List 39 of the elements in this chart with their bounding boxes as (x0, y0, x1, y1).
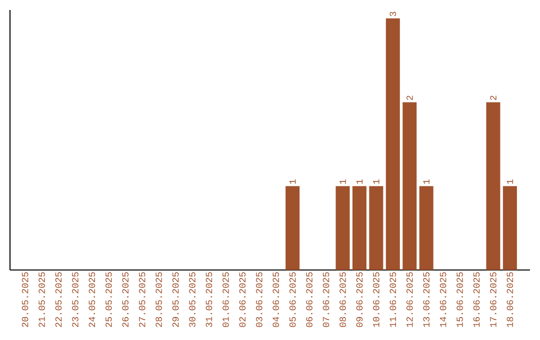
data-label: 2 (406, 96, 413, 100)
data-label: 3 (390, 12, 396, 16)
data-label: 1 (373, 179, 380, 184)
x-tick-label: 27.05.2025 (138, 272, 146, 327)
x-tick-label: 29.05.2025 (172, 272, 179, 327)
x-tick-label: 03.06.2025 (256, 272, 262, 328)
x-tick-label: 23.05.2025 (72, 272, 78, 327)
x-tick-label: 12.06.2025 (406, 272, 413, 327)
x-tick-label: 05.06.2025 (289, 272, 296, 328)
data-label: 1 (506, 179, 514, 184)
x-tick-label: 24.05.2025 (88, 272, 96, 327)
data-label: 2 (490, 96, 496, 100)
x-tick-label: 09.06.2025 (356, 272, 363, 328)
x-tick-label: 16.06.2025 (473, 272, 480, 327)
data-label: 1 (423, 179, 430, 184)
x-tick-label: 07.06.2025 (322, 272, 330, 328)
x-tick-label: 20.05.2025 (22, 272, 28, 327)
x-tick-label: 01.06.2025 (222, 272, 229, 328)
x-tick-label: 02.06.2025 (239, 272, 246, 328)
x-tick-label: 11.06.2025 (390, 272, 396, 327)
x-tick-label: 10.06.2025 (373, 272, 380, 327)
x-tick-label: 25.05.2025 (105, 272, 112, 327)
x-tick-label: 14.06.2025 (440, 272, 446, 327)
x-tick-label: 06.06.2025 (306, 272, 312, 328)
data-label: 1 (340, 179, 346, 184)
x-tick-label: 15.06.2025 (456, 272, 463, 327)
x-tick-label: 30.05.2025 (189, 272, 196, 328)
data-label: 1 (290, 179, 296, 184)
x-tick-label: 26.05.2025 (122, 272, 129, 327)
x-tick-label: 28.05.2025 (156, 272, 162, 327)
x-tick-label: 21.05.2025 (38, 272, 45, 327)
x-tick-label: 08.06.2025 (340, 272, 346, 328)
x-tick-label: 31.05.2025 (206, 272, 212, 328)
x-tick-label: 17.06.2025 (490, 272, 496, 327)
x-tick-label: 13.06.2025 (423, 272, 430, 327)
x-tick-label: 22.05.2025 (55, 272, 62, 327)
x-tick-label: 04.06.2025 (272, 272, 280, 328)
x-tick-label: 18.06.2025 (506, 272, 514, 327)
data-label: 1 (356, 179, 363, 184)
